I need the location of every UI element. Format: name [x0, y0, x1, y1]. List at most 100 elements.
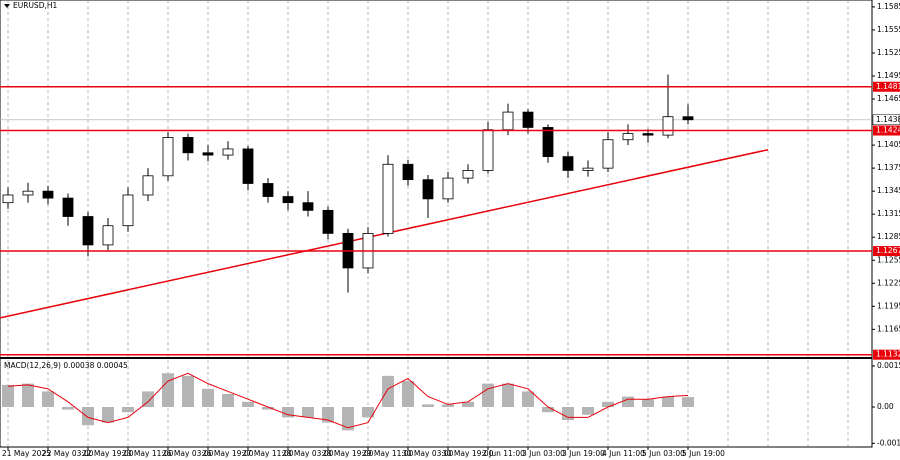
candle-body	[422, 179, 434, 200]
y-tick-label: 1.1345	[877, 186, 900, 195]
macd-bar	[682, 397, 694, 408]
candle-body	[562, 156, 574, 171]
macd-bar	[2, 384, 14, 408]
y-tick-label: 1.1555	[877, 25, 900, 34]
macd-bar	[262, 407, 274, 410]
x-tick-label: 27 May 11:00	[242, 449, 294, 458]
candle-body	[322, 209, 334, 234]
plot-frame	[0, 0, 873, 448]
macd-bar	[122, 407, 134, 413]
macd-bar	[622, 396, 634, 408]
macd-bar	[42, 391, 54, 408]
x-tick-label: 28 May 19:00	[322, 449, 374, 458]
x-tick-label: 4 Jun 11:00	[602, 449, 645, 458]
current-price-label: 1.1438	[876, 115, 900, 124]
candle-body	[242, 148, 254, 184]
candle-body	[2, 194, 14, 204]
macd-bar	[462, 401, 474, 408]
candle-body	[622, 133, 634, 141]
candle-body	[402, 163, 414, 181]
candle-body	[582, 167, 594, 171]
menu-triangle	[4, 4, 10, 8]
level-label: 1.1424	[876, 126, 900, 135]
level-label: 1.1132	[876, 350, 900, 359]
current-price-box	[872, 114, 900, 126]
candle-body	[82, 216, 94, 246]
macd-bar	[362, 407, 374, 418]
macd-bar	[522, 391, 534, 408]
candle-body	[302, 202, 314, 211]
level-label-box	[873, 125, 900, 136]
x-tick-label: 3 Jun 03:00	[522, 449, 565, 458]
candle-body	[62, 197, 74, 217]
candle-body	[282, 196, 294, 204]
macd-bar	[582, 407, 594, 415]
candle-body	[222, 148, 234, 156]
candle-body	[202, 152, 214, 156]
x-tick-label: 2 Jun 11:00	[482, 449, 525, 458]
level-label: 1.1481	[876, 82, 900, 91]
macd-bar	[62, 407, 74, 410]
y-tick-label: 1.1465	[877, 94, 900, 103]
macd-bar	[602, 401, 614, 408]
macd-bar	[402, 381, 414, 408]
macd-bar	[542, 407, 554, 413]
macd-bar	[182, 375, 194, 408]
candle-body	[542, 127, 554, 158]
x-tick-label: 30 May 19:00	[442, 449, 494, 458]
macd-bar	[162, 373, 174, 408]
macd-bar	[202, 388, 214, 408]
macd-bar	[222, 394, 234, 408]
macd-bar	[642, 399, 654, 408]
x-tick-label: 23 May 11:00	[122, 449, 174, 458]
macd-bar	[562, 407, 574, 420]
macd-bar	[502, 383, 514, 408]
macd-bar	[142, 391, 154, 408]
candle-body	[122, 194, 134, 227]
macd-bar	[662, 396, 674, 408]
macd-bar	[382, 375, 394, 408]
macd-bar	[82, 407, 94, 426]
x-tick-label: 5 Jun 19:00	[682, 449, 725, 458]
x-tick-label: 5 Jun 03:00	[642, 449, 685, 458]
level-label-box	[873, 349, 900, 360]
y-tick-label: 1.1495	[877, 71, 900, 80]
signal-line	[7, 372, 689, 429]
candle-body	[22, 190, 34, 196]
y-tick-label: 1.1195	[877, 301, 900, 310]
macd-bar	[282, 407, 294, 418]
macd-bar	[342, 407, 354, 431]
x-tick-label: 26 May 19:00	[202, 449, 254, 458]
y-tick-label: -0.0014	[877, 438, 900, 447]
candle-body	[102, 225, 114, 246]
candle-body	[382, 163, 394, 234]
macd-bar	[242, 401, 254, 408]
candle-body	[522, 111, 534, 128]
macd-bar	[22, 383, 34, 408]
candle-body	[262, 183, 274, 197]
macd-bar	[322, 407, 334, 423]
macd-bar	[422, 404, 434, 408]
candle-body	[502, 111, 514, 131]
level-label: 1.1267	[876, 246, 900, 255]
x-tick-label: 22 May 19:00	[82, 449, 134, 458]
candle-body	[442, 177, 454, 200]
y-tick-label: 1.1405	[877, 140, 900, 149]
level-label-box	[873, 81, 900, 92]
macd-bar	[442, 404, 454, 408]
y-tick-label: 0.00	[877, 402, 894, 411]
y-tick-label: 1.1225	[877, 278, 900, 287]
macd-bar	[482, 383, 494, 408]
y-tick-label: 1.1525	[877, 48, 900, 57]
candle-body	[662, 116, 674, 136]
macd-bar	[302, 407, 314, 418]
x-tick-label: 21 May 2025	[2, 449, 51, 458]
candle-body	[462, 170, 474, 179]
candle-body	[482, 129, 494, 171]
candle-body	[162, 137, 174, 177]
x-tick-label: 22 May 03:00	[42, 449, 94, 458]
chart-title: EURUSD,H1	[13, 1, 57, 10]
candle-body	[602, 139, 614, 169]
x-tick-label: 30 May 03:00	[402, 449, 454, 458]
